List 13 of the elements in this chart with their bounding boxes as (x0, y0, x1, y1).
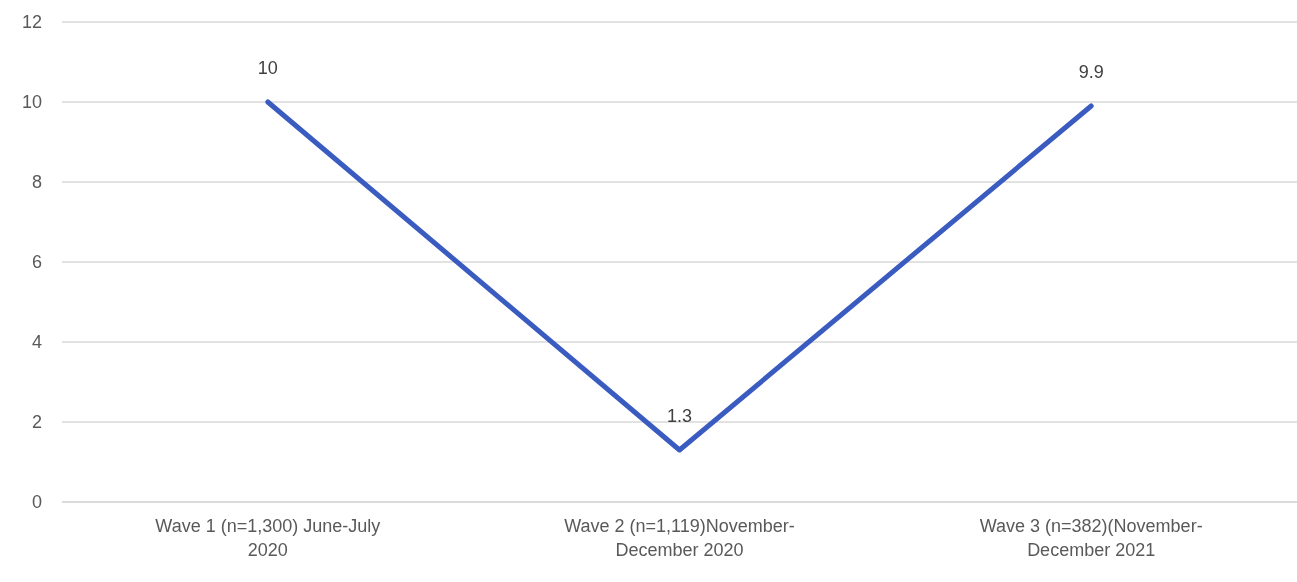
y-tick-label: 0 (31, 492, 42, 513)
y-tick-label: 8 (31, 172, 42, 193)
y-tick-label: 6 (31, 252, 42, 273)
y-tick-label: 12 (21, 12, 42, 33)
y-tick-label: 2 (31, 412, 42, 433)
data-label: 9.9 (1078, 62, 1104, 82)
x-tick-label: Wave 3 (n=382)(November-December 2021 (979, 516, 1203, 560)
y-tick-label: 4 (31, 332, 42, 353)
y-tick-label: 10 (21, 92, 42, 113)
x-tick-label: Wave 1 (n=1,300) June-July 2020 (155, 516, 381, 560)
x-tick-label: Wave 2 (n=1,119)November-December 2020 (564, 516, 795, 560)
data-label: 10 (257, 58, 278, 78)
data-label: 1.3 (666, 406, 693, 426)
